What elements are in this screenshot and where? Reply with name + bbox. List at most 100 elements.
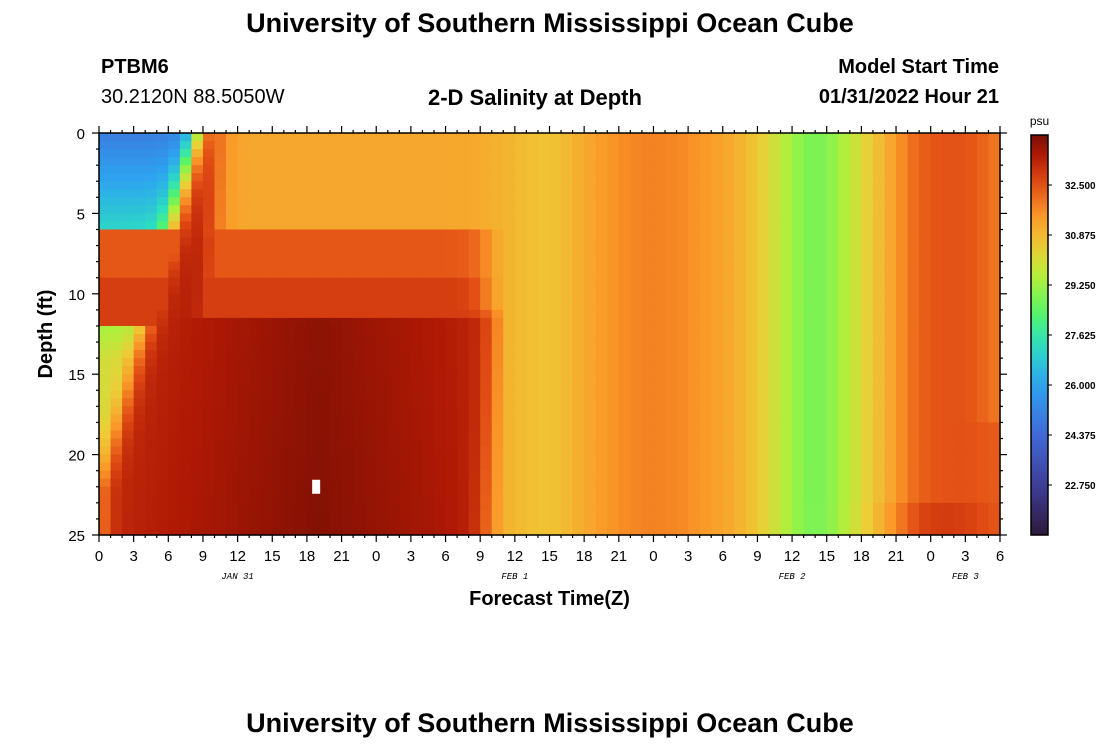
heatmap-cell [653,181,666,190]
heatmap-cell [688,221,701,231]
heatmap-cell [306,494,320,504]
heatmap-cell [468,317,481,327]
heatmap-cell [711,374,724,383]
heatmap-cell [122,422,135,432]
heatmap-cell [641,293,655,303]
heatmap-cell [283,189,296,198]
heatmap-cell [884,149,897,158]
heatmap-cell [930,149,943,158]
heatmap-cell [711,406,724,415]
heatmap-cell [676,486,689,496]
heatmap-cell [815,261,828,271]
heatmap-cell [341,342,354,351]
heatmap-cell [191,454,204,464]
heatmap-cell [330,181,343,190]
heatmap-cell [295,462,308,472]
x-tick-label: 0 [649,548,657,565]
heatmap-cell [907,309,920,319]
heatmap-cell [676,325,689,335]
heatmap-cell [237,478,250,488]
heatmap-cell [376,189,389,198]
heatmap-cell [537,374,551,383]
heatmap-cell [133,269,146,279]
heatmap-cell [422,350,435,359]
heatmap-cell [930,374,943,383]
heatmap-cell [607,414,620,424]
heatmap-cell [722,342,735,351]
heatmap-cell [930,478,943,488]
heatmap-cell [942,293,955,303]
heatmap-cell [503,502,516,512]
heatmap-cell [965,293,978,303]
heatmap-cell [872,470,886,480]
heatmap-cell [491,406,504,415]
heatmap-cell [295,261,308,271]
heatmap-cell [688,358,701,367]
heatmap-cell [318,173,331,182]
heatmap-cell [295,382,308,391]
heatmap-cell [202,430,216,440]
heatmap-cell [665,518,678,528]
heatmap-cell [364,285,377,295]
heatmap-cell [122,454,135,464]
heatmap-cell [353,157,366,166]
heatmap-cell [572,390,585,399]
heatmap-cell [306,205,320,214]
heatmap-cell [214,277,227,287]
heatmap-cell [988,181,1001,190]
heatmap-cell [306,229,320,239]
heatmap-cell [722,141,735,150]
heatmap-cell [353,366,366,375]
heatmap-cell [99,462,112,472]
heatmap-cell [133,398,146,407]
heatmap-cell [907,205,920,214]
heatmap-cell [537,502,551,512]
heatmap-cell [780,342,793,351]
date-label: FEB 3 [952,572,980,582]
heatmap-cell [226,430,239,440]
heatmap-cell [399,374,412,383]
heatmap-cell [607,366,620,375]
heatmap-cell [214,422,227,432]
heatmap-cell [110,189,123,198]
heatmap-cell [768,293,782,303]
heatmap-cell [711,526,724,536]
heatmap-cell [156,189,169,198]
heatmap-cell [353,390,366,399]
heatmap-cell [191,334,204,343]
heatmap-cell [249,470,262,480]
heatmap-cell [653,141,666,150]
heatmap-cell [861,245,874,255]
heatmap-cell [422,510,435,520]
heatmap-cell [953,277,966,287]
heatmap-cell [260,149,273,158]
heatmap-cell [884,478,897,488]
heatmap-cell [99,510,112,520]
heatmap-cell [896,197,909,206]
heatmap-cell [768,253,782,263]
heatmap-cell [838,245,851,255]
heatmap-cell [537,454,551,464]
heatmap-cell [514,293,527,303]
x-tick-label: 15 [541,548,558,565]
heatmap-cell [433,462,447,472]
heatmap-cell [699,157,712,166]
heatmap-cell [688,366,701,375]
heatmap-cell [457,157,470,166]
heatmap-cell [179,149,193,158]
heatmap-cell [942,205,955,214]
heatmap-cell [919,269,932,279]
heatmap-cell [711,478,724,488]
heatmap-cell [468,422,481,432]
heatmap-cell [711,518,724,528]
heatmap-cell [445,269,458,279]
heatmap-cell [353,334,366,343]
heatmap-cell [561,309,574,319]
heatmap-cell [491,526,504,536]
heatmap-cell [537,157,551,166]
heatmap-cell [965,454,978,464]
heatmap-cell [953,350,966,359]
heatmap-cell [341,446,354,456]
heatmap-cell [480,398,493,407]
